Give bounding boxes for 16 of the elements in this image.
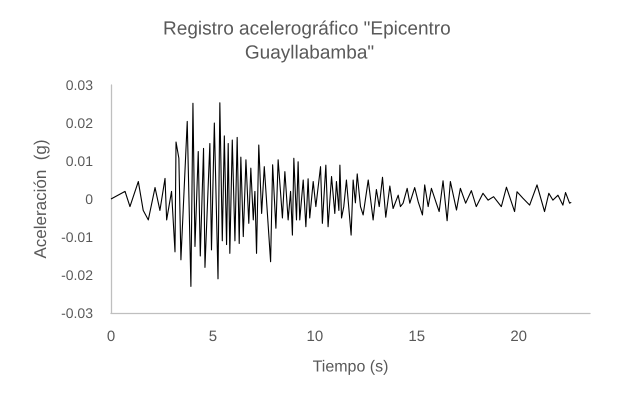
y-axis-title: Aceleración (g) xyxy=(31,139,50,259)
y-tick-label: 0.01 xyxy=(66,153,94,169)
x-tick-label: 10 xyxy=(306,328,324,345)
y-tick-label: -0.02 xyxy=(61,267,94,283)
y-tick-label: -0.01 xyxy=(61,229,94,245)
y-tick-label: -0.03 xyxy=(61,305,94,321)
y-tick-label: 0.02 xyxy=(66,115,94,131)
x-tick-label: 5 xyxy=(208,328,218,345)
x-tick-label: 20 xyxy=(510,328,528,345)
chart-title: Registro acelerográfico "Epicentro Guayllabamba" xyxy=(163,18,456,64)
x-tick-label: 0 xyxy=(106,328,116,345)
y-tick-label: 0.03 xyxy=(66,77,94,93)
x-tick-label: 15 xyxy=(408,328,426,345)
y-tick-label: 0 xyxy=(85,191,94,207)
line-series xyxy=(110,102,572,287)
x-axis-title: Tiempo (s) xyxy=(312,358,388,376)
